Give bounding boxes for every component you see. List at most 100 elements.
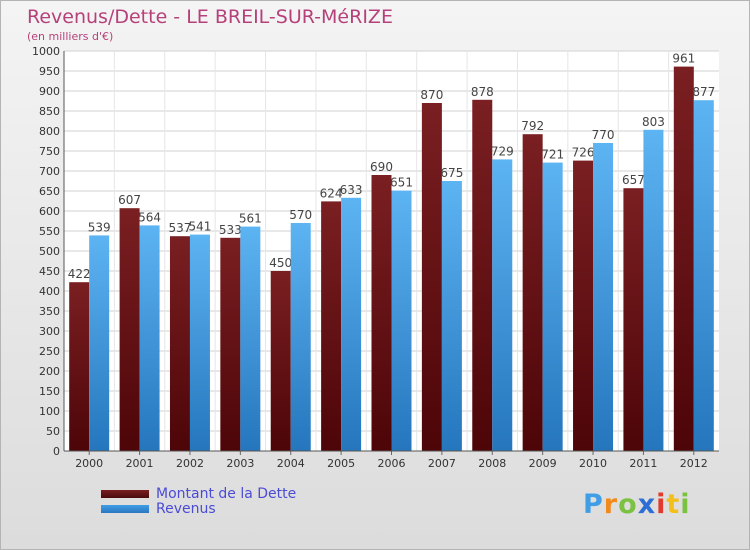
bar-revenus [139, 225, 160, 451]
bar-revenus [492, 159, 513, 451]
legend-swatch-revenus [101, 505, 149, 513]
data-label: 564 [138, 210, 161, 224]
y-tick-label: 800 [39, 125, 60, 138]
y-tick-label: 650 [39, 185, 60, 198]
y-tick-label: 450 [39, 265, 60, 278]
data-label: 675 [440, 166, 463, 180]
data-label: 651 [390, 176, 413, 190]
bar-revenus [542, 162, 563, 451]
data-label: 537 [169, 221, 192, 235]
y-tick-label: 950 [39, 65, 60, 78]
x-tick-label: 2001 [126, 457, 154, 470]
proxiti-logo: Proxiti [583, 489, 691, 520]
logo-letter: x [637, 489, 657, 520]
y-tick-label: 100 [39, 405, 60, 418]
x-tick-label: 2004 [277, 457, 305, 470]
data-label: 877 [692, 85, 715, 99]
data-label: 870 [420, 88, 443, 102]
bar-revenus [290, 223, 311, 451]
bar-revenus [441, 181, 462, 451]
bar-dette [522, 134, 543, 451]
legend-label-dette: Montant de la Dette [156, 486, 297, 502]
data-label: 607 [118, 193, 141, 207]
bar-revenus [341, 197, 362, 451]
y-tick-label: 150 [39, 385, 60, 398]
bar-revenus [693, 100, 714, 451]
y-tick-label: 300 [39, 325, 60, 338]
x-tick-label: 2000 [75, 457, 103, 470]
data-label: 570 [289, 208, 312, 222]
logo-letter: i [680, 489, 691, 520]
chart-subtitle: (en milliers d'€) [27, 30, 114, 43]
y-tick-label: 500 [39, 245, 60, 258]
x-tick-label: 2010 [579, 457, 607, 470]
bar-dette [623, 188, 644, 451]
logo-letter: r [603, 489, 619, 520]
y-tick-label: 750 [39, 145, 60, 158]
x-tick-label: 2011 [629, 457, 657, 470]
data-label: 803 [642, 115, 665, 129]
data-label: 878 [471, 85, 494, 99]
data-label: 624 [320, 186, 343, 200]
bar-dette [321, 201, 342, 451]
y-tick-label: 400 [39, 285, 60, 298]
bar-revenus [240, 226, 261, 451]
x-tick-label: 2012 [680, 457, 708, 470]
bar-dette [371, 175, 392, 451]
logo-letter: o [618, 489, 638, 520]
x-tick-label: 2003 [226, 457, 254, 470]
bar-dette [69, 282, 90, 451]
bar-dette [169, 236, 190, 451]
bar-dette [573, 160, 594, 451]
data-label: 422 [68, 267, 91, 281]
y-tick-label: 50 [46, 425, 60, 438]
bar-revenus [593, 143, 614, 451]
legend-swatch-dette [101, 490, 149, 498]
data-label: 770 [592, 128, 615, 142]
data-label: 690 [370, 160, 393, 174]
data-label: 792 [521, 119, 544, 133]
x-tick-label: 2007 [428, 457, 456, 470]
bar-dette [673, 66, 694, 451]
y-tick-label: 350 [39, 305, 60, 318]
data-label: 561 [239, 212, 262, 226]
logo-letter: P [583, 489, 604, 520]
y-tick-label: 700 [39, 165, 60, 178]
y-tick-label: 600 [39, 205, 60, 218]
x-tick-label: 2008 [478, 457, 506, 470]
x-tick-label: 2005 [327, 457, 355, 470]
data-label: 657 [622, 173, 645, 187]
bar-revenus [391, 190, 412, 451]
x-tick-label: 2006 [378, 457, 406, 470]
y-tick-label: 200 [39, 365, 60, 378]
y-tick-label: 250 [39, 345, 60, 358]
data-label: 533 [219, 223, 242, 237]
bar-dette [421, 103, 442, 451]
bar-revenus [189, 234, 210, 451]
data-label: 961 [672, 52, 695, 66]
data-label: 633 [340, 183, 363, 197]
legend-label-revenus: Revenus [156, 501, 216, 517]
bar-revenus [643, 129, 664, 452]
bar-dette [119, 208, 140, 451]
data-label: 721 [541, 148, 564, 162]
y-tick-label: 550 [39, 225, 60, 238]
bar-dette [472, 99, 493, 452]
y-tick-label: 1000 [32, 45, 60, 58]
bar-dette [220, 237, 241, 451]
y-tick-label: 850 [39, 105, 60, 118]
x-tick-label: 2009 [529, 457, 557, 470]
data-label: 726 [572, 146, 595, 160]
chart-title: Revenus/Dette - LE BREIL-SUR-MéRIZE [27, 6, 393, 28]
y-tick-label: 0 [53, 445, 60, 458]
data-label: 539 [88, 220, 111, 234]
x-tick-label: 2002 [176, 457, 204, 470]
logo-letter: t [666, 489, 681, 520]
data-label: 450 [269, 256, 292, 270]
logo-letter: i [656, 489, 667, 520]
data-label: 729 [491, 144, 514, 158]
data-label: 541 [189, 220, 212, 234]
bar-dette [270, 271, 291, 451]
